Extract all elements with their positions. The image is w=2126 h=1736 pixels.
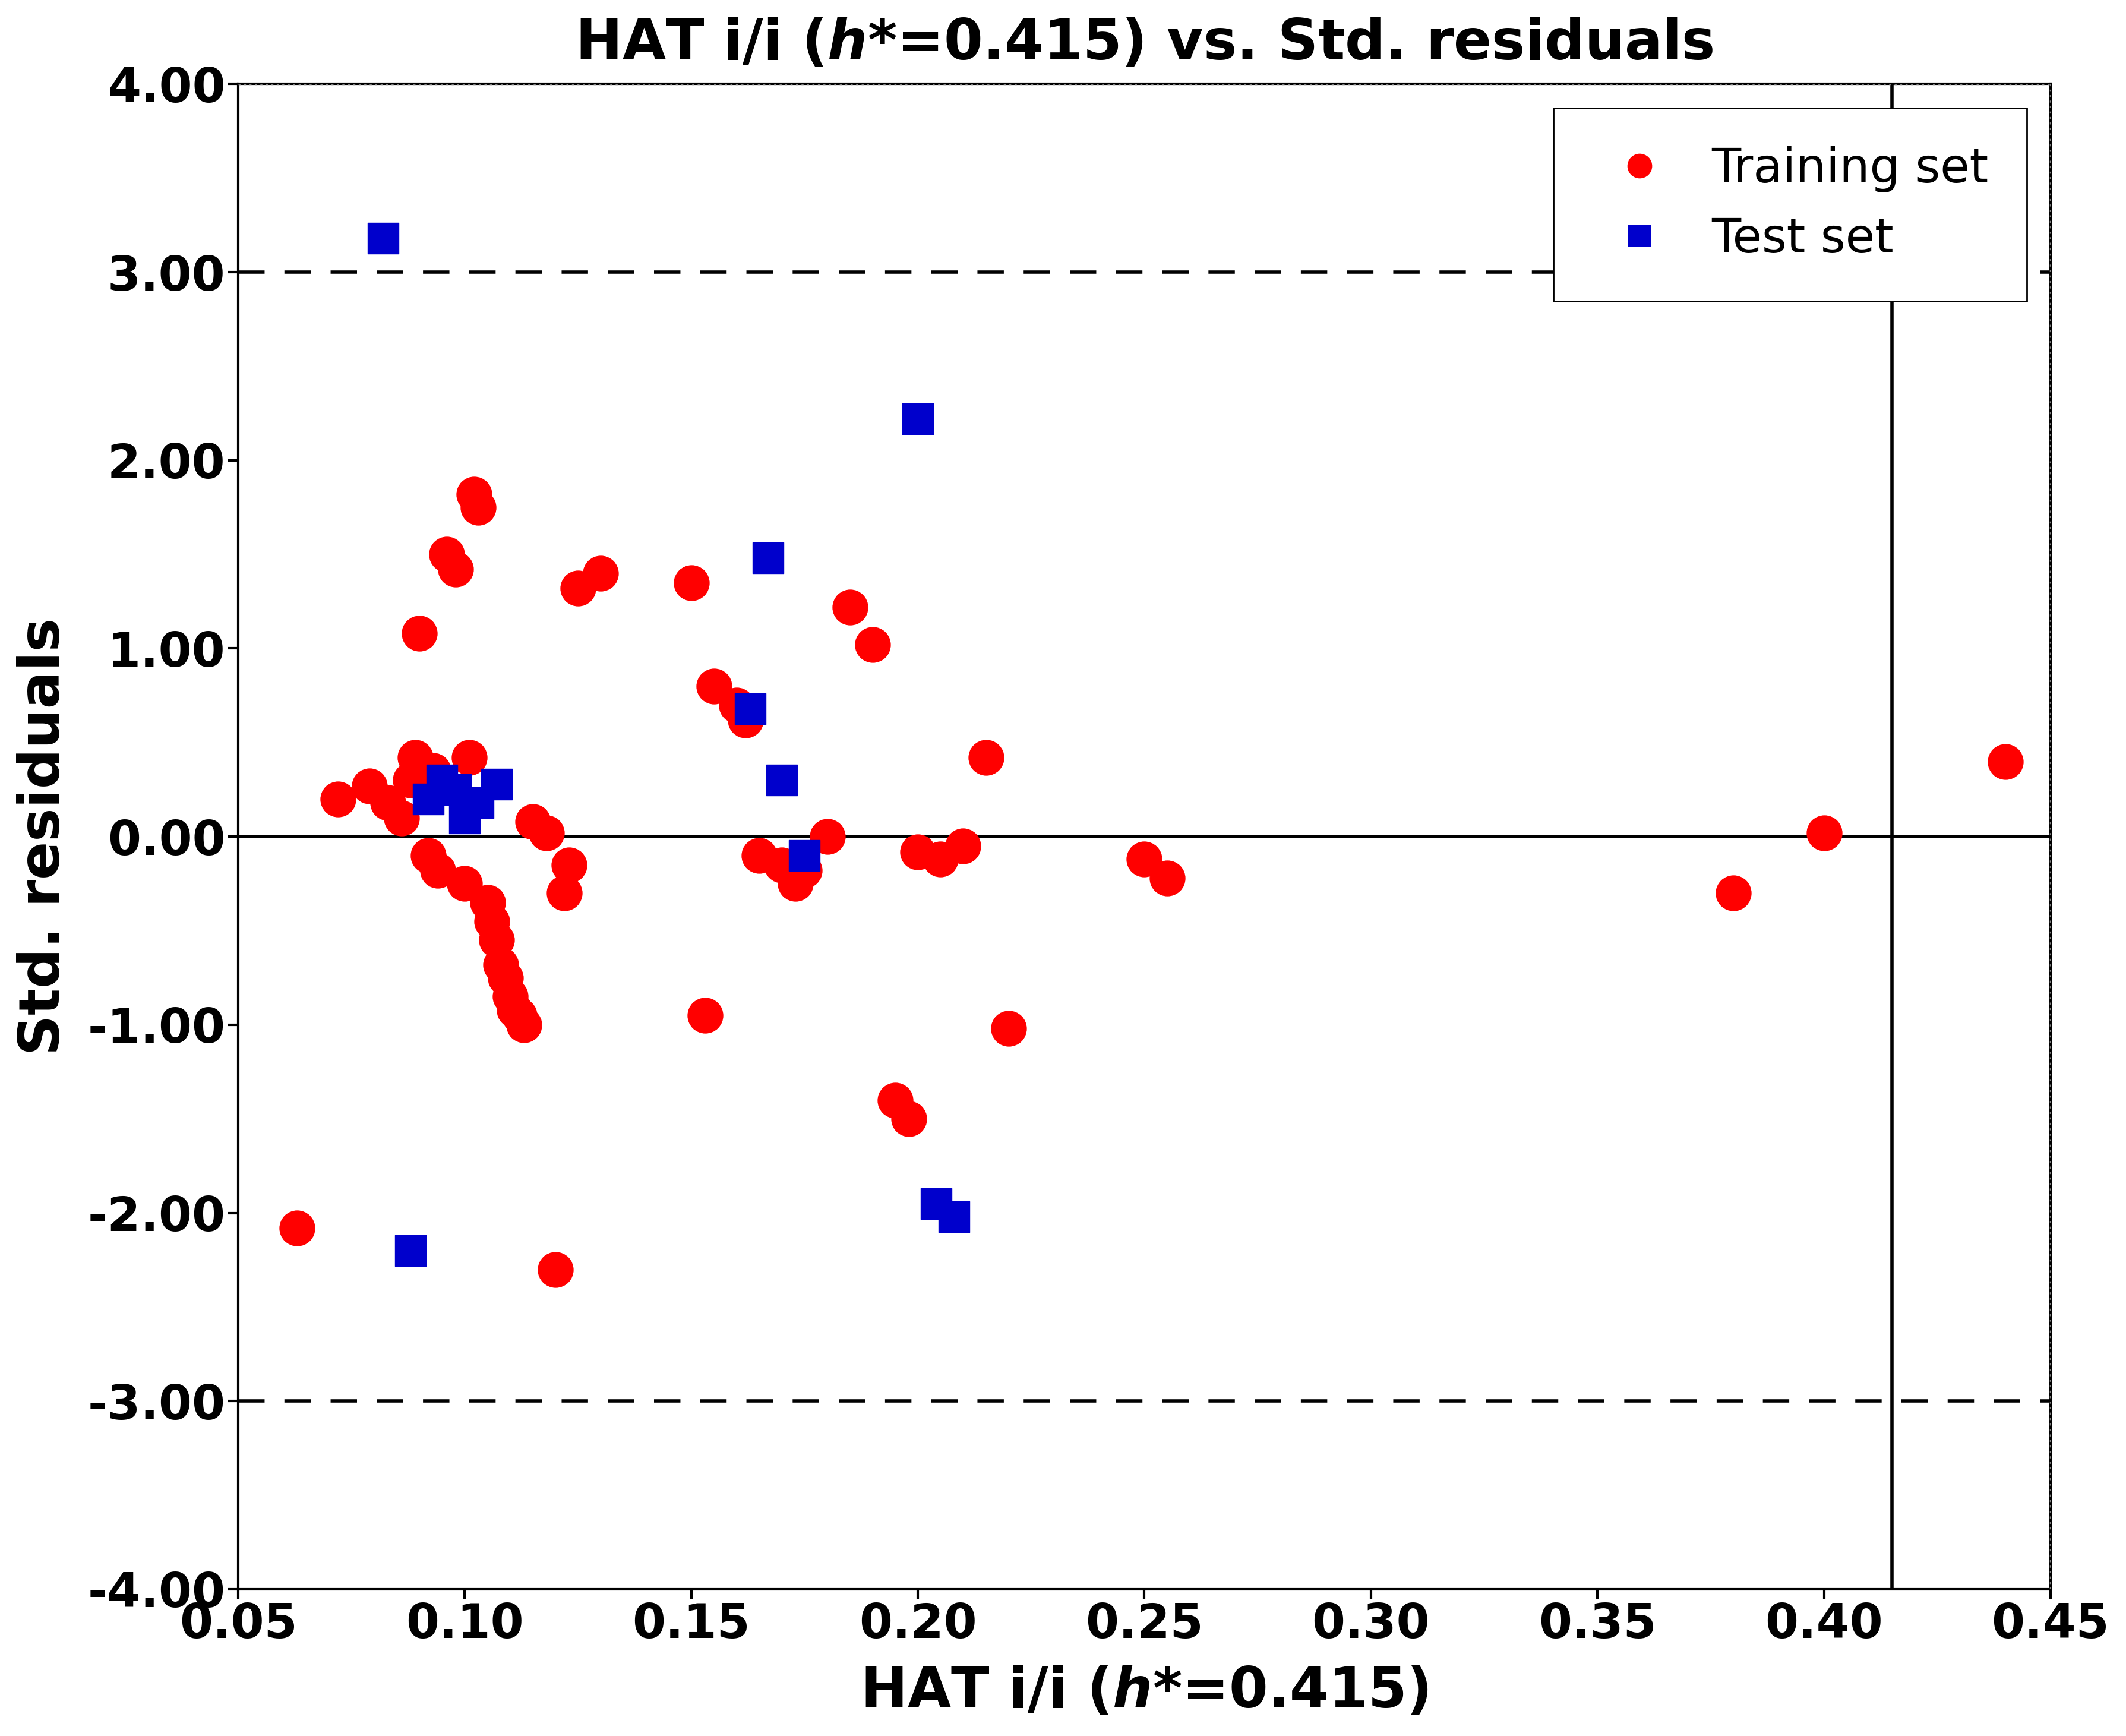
Training set [502,1002,536,1029]
Training set [549,878,583,906]
Legend: Training set, Test set: Training set, Test set [1554,108,2026,300]
Training set [353,773,387,800]
Test set [393,1236,427,1264]
Training set [417,757,451,785]
Training set [370,788,404,816]
Training set [697,672,731,700]
Training set [855,630,889,658]
Training set [321,785,355,812]
Training set [474,908,508,936]
Training set [412,842,446,870]
Training set [480,927,514,955]
Test set [461,788,495,816]
Test set [901,404,935,432]
Training set [402,620,436,648]
Training set [398,743,432,771]
Training set [991,1014,1025,1042]
Test set [412,785,446,812]
Test set [765,766,799,793]
Training set [742,842,776,870]
Training set [457,481,491,509]
Training set [517,807,551,835]
Training set [946,832,980,859]
Training set [449,870,483,898]
Training set [470,889,504,917]
Training set [281,1213,315,1241]
Training set [765,851,799,878]
Training set [485,951,519,979]
X-axis label: HAT i/i ($\bfit{h}$*=0.415): HAT i/i ($\bfit{h}$*=0.415) [861,1665,1429,1719]
Training set [891,1104,925,1132]
Test set [938,1203,972,1231]
Test set [787,842,821,870]
Test set [366,224,400,252]
Title: HAT i/i ($\bfit{h}$*=0.415) vs. Std. residuals: HAT i/i ($\bfit{h}$*=0.415) vs. Std. res… [576,17,1714,71]
Training set [393,766,427,793]
Training set [1150,865,1184,892]
Training set [787,856,821,884]
Training set [1988,748,2022,776]
Training set [1716,878,1750,906]
Training set [719,691,753,719]
Training set [901,838,935,866]
Test set [480,771,514,799]
Training set [923,845,957,873]
Training set [489,963,523,991]
Training set [1127,845,1161,873]
Training set [493,983,527,1010]
Training set [810,823,844,851]
Training set [506,1010,540,1038]
Test set [425,766,459,793]
Training set [385,804,419,832]
Test set [750,545,784,573]
Training set [538,1255,572,1283]
Training set [689,1002,723,1029]
Training set [561,575,595,602]
Training set [729,707,763,734]
Training set [833,594,867,621]
Training set [778,870,812,898]
Training set [429,540,463,568]
Training set [461,493,495,521]
Training set [453,743,487,771]
Training set [421,856,455,884]
Training set [585,559,619,587]
Test set [449,804,483,832]
Training set [497,996,532,1024]
Training set [529,819,563,847]
Training set [674,569,708,597]
Training set [438,556,472,583]
Training set [553,851,587,878]
Training set [969,743,1003,771]
Test set [438,776,472,804]
Y-axis label: Std. residuals: Std. residuals [17,618,70,1055]
Test set [918,1189,952,1217]
Training set [1807,819,1841,847]
Training set [878,1087,912,1115]
Test set [733,694,767,722]
